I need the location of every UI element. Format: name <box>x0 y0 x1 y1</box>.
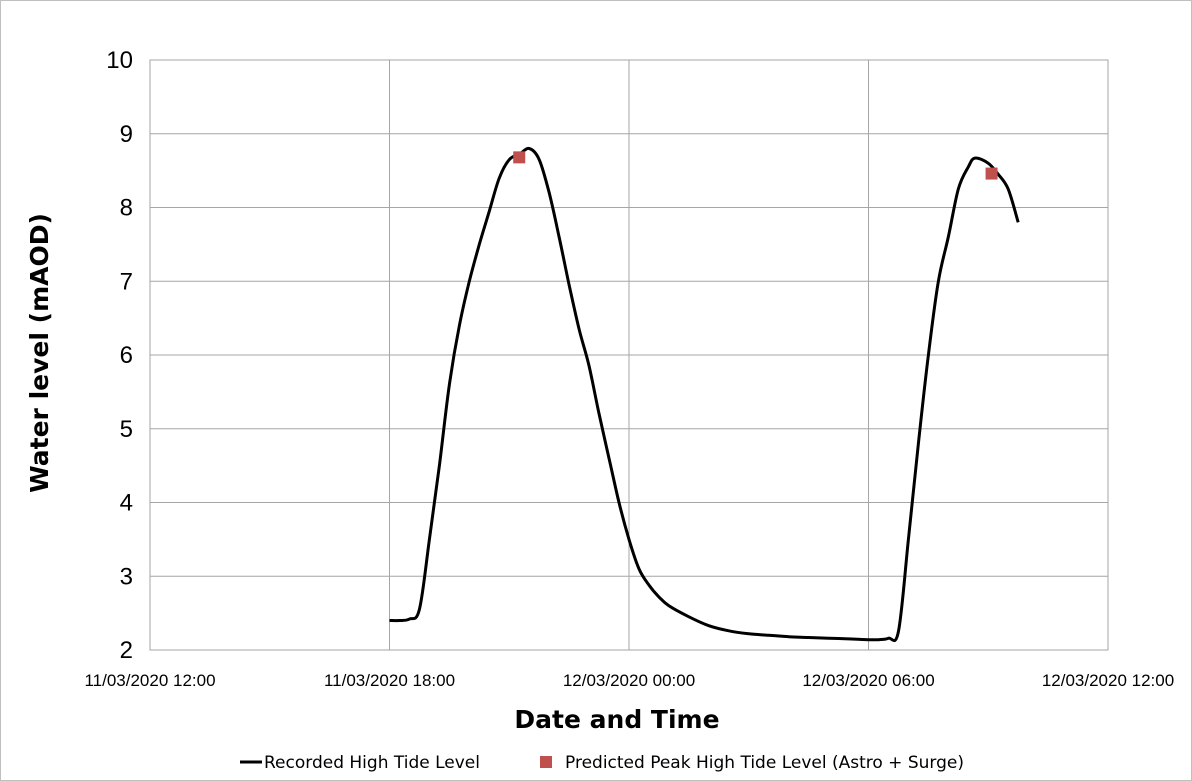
x-tick-label: 12/03/2020 00:00 <box>563 671 695 690</box>
y-tick-label: 3 <box>120 563 133 590</box>
x-tick-labels: 11/03/2020 12:00 11/03/2020 18:00 12/03/20… <box>84 671 1174 690</box>
legend: Recorded High Tide Level Predicted Peak … <box>240 753 964 773</box>
plot-area <box>149 59 1109 651</box>
y-tick-label: 10 <box>106 47 133 74</box>
y-tick-label: 5 <box>120 416 133 443</box>
y-tick-label: 7 <box>120 268 133 295</box>
legend-label-predicted: Predicted Peak High Tide Level (Astro + … <box>565 753 964 773</box>
predicted-peak-marker <box>985 167 998 180</box>
y-tick-label: 2 <box>120 637 133 664</box>
y-tick-label: 4 <box>120 490 133 517</box>
y-tick-label: 9 <box>120 121 133 148</box>
y-tick-label: 8 <box>120 195 133 222</box>
series-line-recorded <box>389 146 1020 643</box>
x-tick-label: 12/03/2020 06:00 <box>802 671 934 690</box>
x-tick-label: 11/03/2020 12:00 <box>84 671 215 690</box>
legend-swatch-predicted <box>540 756 552 768</box>
x-tick-label: 12/03/2020 12:00 <box>1042 671 1174 690</box>
x-axis-title: Date and Time <box>514 705 719 734</box>
y-axis-title: Water level (mAOD) <box>25 213 54 493</box>
y-tick-labels: 2 3 4 5 6 7 8 9 10 <box>106 47 133 664</box>
grid <box>149 59 1109 651</box>
legend-label-recorded: Recorded High Tide Level <box>264 753 480 773</box>
series-layer <box>389 146 1020 643</box>
y-tick-label: 6 <box>120 342 133 369</box>
x-tick-label: 11/03/2020 18:00 <box>324 671 455 690</box>
predicted-peak-marker <box>513 151 526 164</box>
